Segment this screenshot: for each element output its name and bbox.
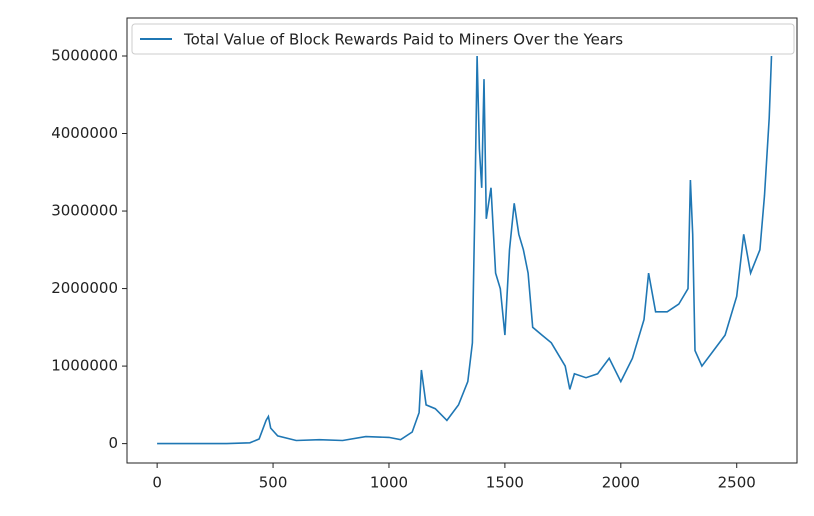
x-tick-label: 1500 [486, 474, 524, 492]
legend-label: Total Value of Block Rewards Paid to Min… [183, 31, 623, 49]
y-tick-label: 3000000 [51, 202, 118, 220]
y-tick-label: 1000000 [51, 357, 118, 375]
y-tick-label: 4000000 [51, 124, 118, 142]
y-tick-label: 0 [108, 434, 118, 452]
x-tick-label: 2500 [718, 474, 756, 492]
y-tick-label: 5000000 [51, 46, 118, 64]
x-tick-label: 1000 [370, 474, 408, 492]
x-tick-label: 0 [152, 474, 162, 492]
plot-frame [126, 17, 798, 464]
x-tick-label: 2000 [602, 474, 640, 492]
line [157, 55, 773, 445]
legend-box [131, 23, 795, 55]
x-tick-label: 500 [259, 474, 288, 492]
y-tick-label: 2000000 [51, 279, 118, 297]
